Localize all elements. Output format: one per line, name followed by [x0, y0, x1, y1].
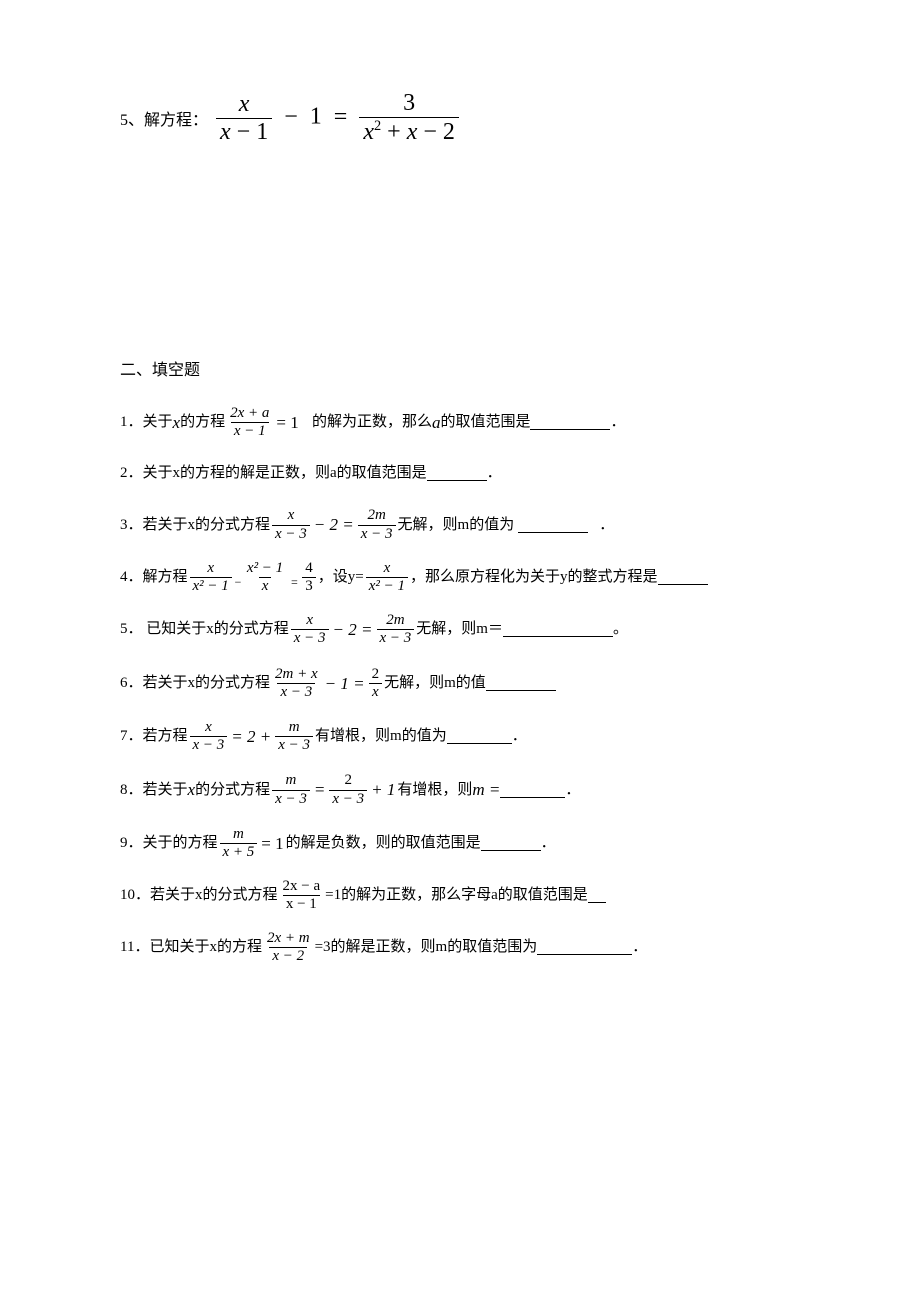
blank-11: [537, 940, 632, 955]
lhs-fraction: x x−1: [216, 91, 272, 146]
fill-item-8: 8．若关于 x 的分式方程 m x − 3 = 2 x − 3 + 1 有增根，…: [120, 771, 800, 808]
fill-item-2: 2．关于x的方程的解是正数，则a的取值范围是 ．: [120, 457, 800, 490]
fill-item-4: 4．解方程 x x² − 1 − x² − 1 x = 4 3 ，设y= x x…: [120, 560, 800, 596]
problem-5-equation: x x−1 − 1 = 3 x2+x−2: [216, 90, 459, 146]
blank-4: [658, 570, 708, 585]
problem-5-label: 5、解方程：: [120, 106, 208, 130]
blank-9: [481, 836, 541, 851]
blank-1: [530, 415, 610, 430]
blank-10: [588, 888, 606, 903]
fill-item-3: 3．若关于x的分式方程 x x − 3 − 2 = 2m x − 3 无解，则m…: [120, 506, 800, 543]
fill-item-6: 6．若关于x的分式方程 2m + x x − 3 − 1 = 2 x 无解，则m…: [120, 665, 800, 702]
blank-2: [427, 466, 487, 481]
blank-7: [447, 729, 512, 744]
blank-5: [503, 622, 613, 637]
fill-item-7: 7．若方程 x x − 3 = 2 + m x − 3 有增根，则m的值为 ．: [120, 718, 800, 755]
blank-6: [486, 676, 556, 691]
blank-3: [518, 518, 588, 533]
rhs-fraction: 3 x2+x−2: [359, 90, 459, 146]
fill-item-10: 10．若关于x的分式方程 2x − a x − 1 =1的解为正数，那么字母a的…: [120, 878, 800, 914]
fill-item-1: 1．关于 x 的方程 2x + a x − 1 = 1 的解为正数，那么 a 的…: [120, 404, 800, 441]
section-title: 二、填空题: [120, 356, 800, 380]
fill-item-9: 9．关于的方程 m x + 5 = 1 的解是负数，则的取值范围是 ．: [120, 825, 800, 862]
problem-5: 5、解方程： x x−1 − 1 = 3 x2+x−2: [120, 90, 800, 146]
fill-item-11: 11．已知关于x的方程 2x + m x − 2 =3的解是正数，则m的取值范围…: [120, 930, 800, 966]
blank-8: [500, 783, 565, 798]
fill-item-5: 5． 已知关于x的分式方程 x x − 3 − 2 = 2m x − 3 无解，…: [120, 611, 800, 648]
